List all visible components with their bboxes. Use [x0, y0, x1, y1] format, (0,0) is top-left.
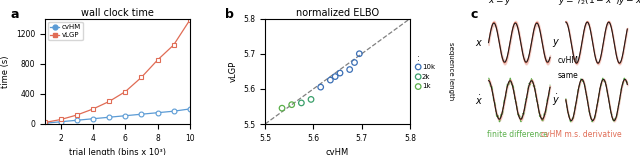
Legend: cvHM, vLGP: cvHM, vLGP [48, 22, 83, 40]
Point [330, 75, 340, 78]
Text: $x$: $x$ [475, 38, 483, 48]
Text: :: : [417, 54, 419, 63]
Title: wall clock time: wall clock time [81, 8, 154, 18]
Text: finite difference: finite difference [487, 130, 548, 139]
Text: $\dot{y} = {}^3\!/_2(1-x^2)y - x$: $\dot{y} = {}^3\!/_2(1-x^2)y - x$ [558, 0, 640, 8]
Text: c: c [471, 8, 478, 21]
Text: b: b [225, 8, 234, 21]
Point [316, 86, 326, 88]
Legend: 10k, 2k, 1k: 10k, 2k, 1k [417, 64, 435, 89]
X-axis label: cvHM: cvHM [326, 148, 349, 155]
Text: $y$: $y$ [552, 37, 560, 49]
Y-axis label: vLGP: vLGP [228, 61, 237, 82]
Point [296, 102, 307, 104]
Text: $\dot{y}$: $\dot{y}$ [552, 92, 560, 108]
Text: same: same [558, 71, 579, 80]
Point [277, 107, 287, 109]
Point [287, 103, 297, 106]
Text: cvHM: cvHM [558, 56, 579, 65]
Point [335, 72, 345, 74]
Point [349, 61, 360, 64]
Title: normalized ELBO: normalized ELBO [296, 8, 379, 18]
Text: cvHM m.s. derivative: cvHM m.s. derivative [541, 130, 621, 139]
Text: a: a [10, 8, 19, 21]
Text: sequence length: sequence length [447, 42, 454, 100]
Point [344, 68, 355, 71]
Point [354, 53, 364, 55]
X-axis label: trial length (bins x 10³): trial length (bins x 10³) [68, 148, 166, 155]
Y-axis label: time (s): time (s) [1, 55, 10, 88]
Text: $\dot{x} = y$: $\dot{x} = y$ [488, 0, 513, 8]
Point [306, 98, 316, 101]
Point [325, 79, 335, 81]
Text: $\dot{x}$: $\dot{x}$ [475, 93, 483, 106]
